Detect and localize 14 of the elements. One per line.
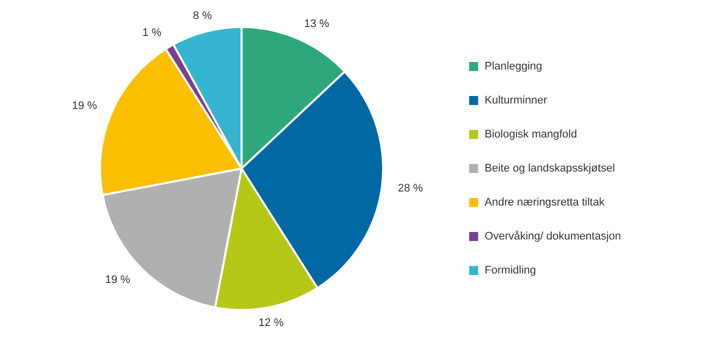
legend-label: Beite og landskapsskjøtsel bbox=[484, 162, 615, 175]
legend-label: Kulturminner bbox=[484, 94, 548, 107]
data-label: 8 % bbox=[192, 10, 212, 22]
data-label: 28 % bbox=[398, 182, 424, 194]
legend-label: Planlegging bbox=[484, 60, 542, 73]
legend-label: Formidling bbox=[484, 264, 536, 277]
data-label: 19 % bbox=[105, 274, 130, 286]
legend-label: Biologisk mangfold bbox=[484, 128, 577, 141]
legend-label: Andre næringsretta tiltak bbox=[484, 196, 605, 209]
data-label: 12 % bbox=[258, 317, 284, 330]
data-label: 19 % bbox=[72, 100, 98, 112]
data-label: 1 % bbox=[142, 26, 162, 39]
data-label: 13 % bbox=[304, 18, 330, 30]
legend-label: Overvåking/ dokumentasjon bbox=[484, 230, 622, 243]
